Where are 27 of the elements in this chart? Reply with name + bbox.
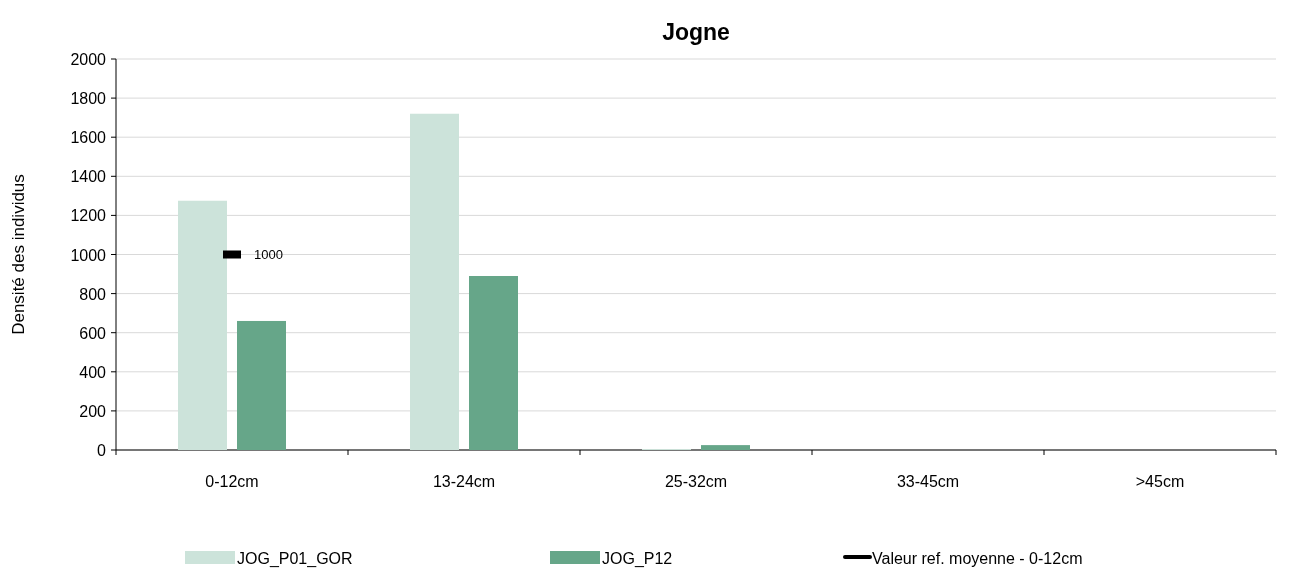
x-tick-label: 25-32cm: [664, 473, 728, 490]
x-tick-label: 13-24cm: [432, 473, 496, 490]
legend-label: JOG_P01_GOR: [237, 550, 353, 568]
bar: [237, 320, 286, 450]
y-tick-label: 400: [79, 363, 107, 381]
y-tick-label: 2000: [70, 51, 107, 68]
x-tick-label: >45cm: [1135, 473, 1185, 490]
bar: [178, 200, 227, 450]
chart-title: Jogne: [662, 19, 730, 45]
bar: [410, 113, 459, 450]
bar: [469, 276, 518, 450]
y-tick-label: 600: [79, 324, 107, 342]
data-label: 1000: [254, 246, 283, 262]
legend-label: JOG_P12: [602, 550, 673, 568]
y-tick-label: 1600: [70, 129, 107, 147]
bar: [701, 445, 750, 450]
y-tick-label: 0: [97, 442, 107, 459]
y-tick-label: 800: [79, 285, 107, 303]
y-tick-label: 200: [79, 402, 107, 420]
y-tick-label: 1200: [70, 207, 107, 225]
x-tick-label: 0-12cm: [205, 473, 259, 490]
y-tick-label: 1000: [70, 246, 107, 264]
y-tick-label: 1400: [70, 168, 107, 186]
legend-label: Valeur ref. moyenne - 0-12cm: [872, 550, 1083, 567]
x-tick-label: 33-45cm: [896, 473, 960, 490]
y-tick-label: 1800: [70, 90, 107, 108]
y-axis-title: Densité des individus: [9, 174, 28, 335]
